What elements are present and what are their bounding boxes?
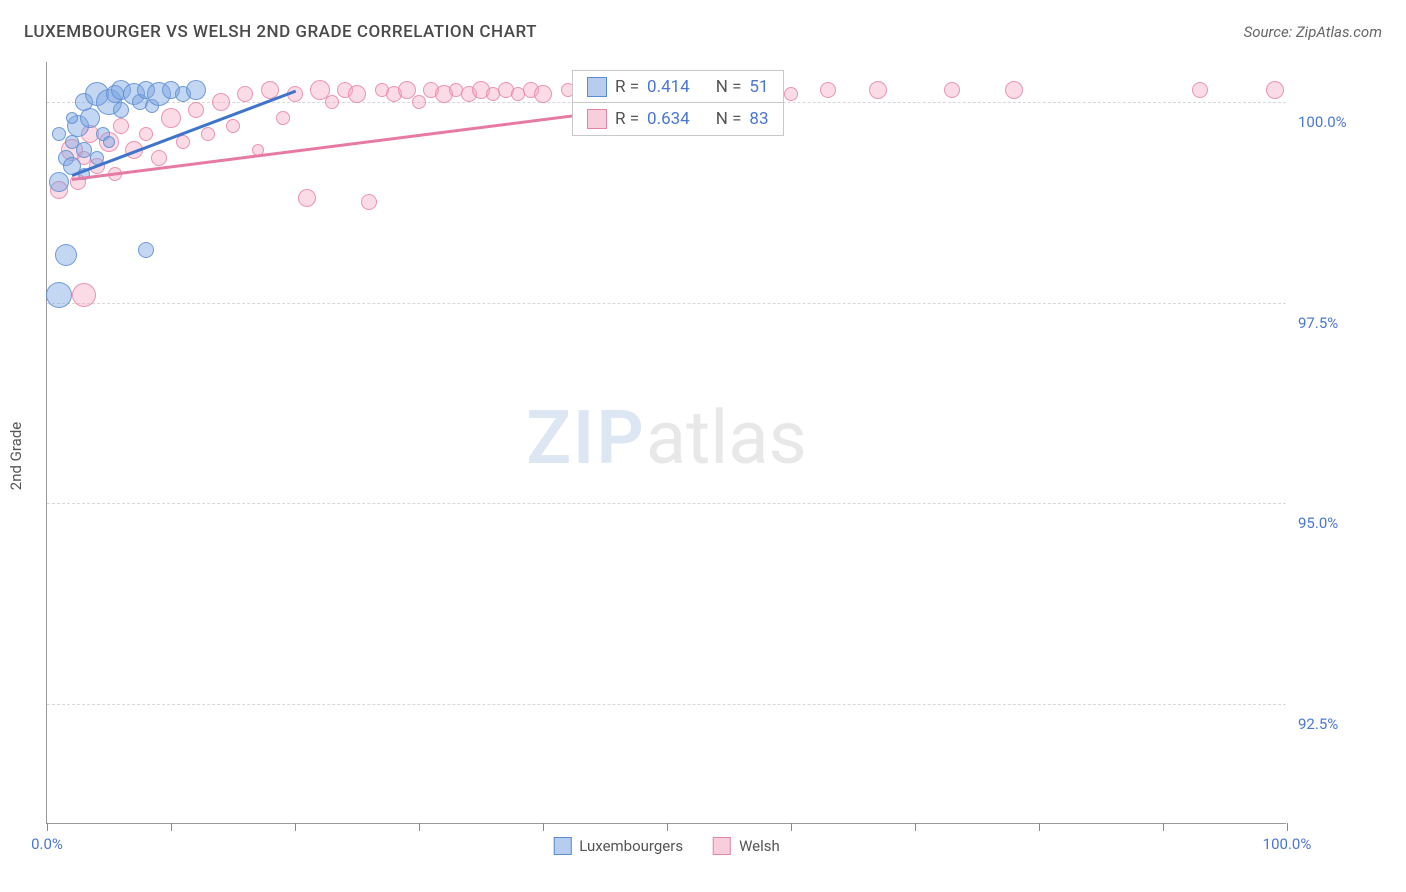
data-point-welsh	[1266, 81, 1284, 99]
gridline-h	[47, 303, 1286, 304]
legend-item: Welsh	[713, 837, 780, 855]
data-point-welsh	[944, 82, 960, 98]
ytick-label: 95.0%	[1298, 514, 1368, 532]
data-point-lux	[46, 282, 72, 308]
ytick-label: 100.0%	[1298, 113, 1368, 131]
data-point-welsh	[237, 86, 253, 102]
xtick	[1039, 823, 1040, 831]
data-point-lux	[103, 136, 115, 148]
data-point-welsh	[1005, 81, 1023, 99]
stat-n-value: 83	[749, 109, 768, 129]
data-point-welsh	[151, 150, 167, 166]
data-point-lux	[138, 242, 154, 258]
watermark-atlas: atlas	[646, 395, 807, 482]
stat-n-label: N =	[716, 77, 742, 97]
stat-n-label: N =	[716, 109, 742, 129]
gridline-h	[47, 704, 1286, 705]
stat-n-value: 51	[749, 77, 768, 97]
xtick	[295, 823, 296, 831]
watermark: ZIPatlas	[526, 395, 806, 482]
gridline-h	[47, 503, 1286, 504]
data-point-lux	[52, 127, 66, 141]
data-point-welsh	[298, 189, 316, 207]
data-point-welsh	[534, 85, 552, 103]
stat-r-label: R =	[615, 109, 639, 129]
legend: Luxembourgers Welsh	[553, 837, 780, 855]
watermark-zip: ZIP	[526, 395, 646, 482]
xtick	[47, 823, 48, 831]
legend-label: Luxembourgers	[579, 837, 683, 855]
xtick	[171, 823, 172, 831]
data-point-welsh	[188, 102, 204, 118]
data-point-welsh	[139, 127, 153, 141]
data-point-welsh	[361, 194, 377, 210]
xtick	[791, 823, 792, 831]
xtick	[1163, 823, 1164, 831]
chart-container: 2nd Grade ZIPatlas 100.0%97.5%95.0%92.5%…	[46, 62, 1382, 850]
xtick	[419, 823, 420, 831]
legend-item: Luxembourgers	[553, 837, 683, 855]
data-point-welsh	[176, 135, 190, 149]
data-point-lux	[80, 108, 100, 128]
xtick	[667, 823, 668, 831]
data-point-welsh	[113, 118, 129, 134]
data-point-welsh	[784, 87, 798, 101]
stat-box: R = 0.634 N = 83	[572, 102, 784, 136]
data-point-welsh	[1192, 82, 1208, 98]
plot-area: ZIPatlas 100.0%97.5%95.0%92.5%0.0%100.0%…	[46, 62, 1286, 824]
data-point-lux	[66, 112, 78, 124]
data-point-welsh	[869, 81, 887, 99]
y-axis-label: 2nd Grade	[7, 422, 25, 490]
data-point-welsh	[276, 111, 290, 125]
xtick-label: 100.0%	[1263, 835, 1312, 853]
xtick-label: 0.0%	[31, 835, 63, 853]
data-point-lux	[113, 102, 129, 118]
stat-r-value: 0.414	[647, 77, 690, 97]
xtick	[543, 823, 544, 831]
stat-r-label: R =	[615, 77, 639, 97]
data-point-welsh	[820, 82, 836, 98]
stat-r-value: 0.634	[647, 109, 690, 129]
chart-header: LUXEMBOURGER VS WELSH 2ND GRADE CORRELAT…	[0, 0, 1406, 56]
legend-swatch-icon	[587, 77, 607, 97]
data-point-welsh	[412, 95, 426, 109]
legend-swatch-icon	[713, 837, 731, 855]
xtick	[1287, 823, 1288, 831]
data-point-welsh	[212, 93, 230, 111]
legend-swatch-icon	[587, 109, 607, 129]
legend-swatch-icon	[553, 837, 571, 855]
ytick-label: 92.5%	[1298, 715, 1368, 733]
xtick	[915, 823, 916, 831]
data-point-welsh	[201, 127, 215, 141]
data-point-lux	[49, 172, 69, 192]
legend-label: Welsh	[739, 837, 780, 855]
chart-source: Source: ZipAtlas.com	[1244, 23, 1382, 41]
data-point-welsh	[72, 283, 96, 307]
data-point-lux	[55, 244, 77, 266]
ytick-label: 97.5%	[1298, 314, 1368, 332]
data-point-welsh	[325, 95, 339, 109]
data-point-lux	[186, 80, 206, 100]
data-point-welsh	[161, 108, 181, 128]
chart-title: LUXEMBOURGER VS WELSH 2ND GRADE CORRELAT…	[24, 22, 537, 42]
data-point-welsh	[226, 119, 240, 133]
data-point-welsh	[348, 85, 366, 103]
stat-box: R = 0.414 N = 51	[572, 70, 784, 104]
